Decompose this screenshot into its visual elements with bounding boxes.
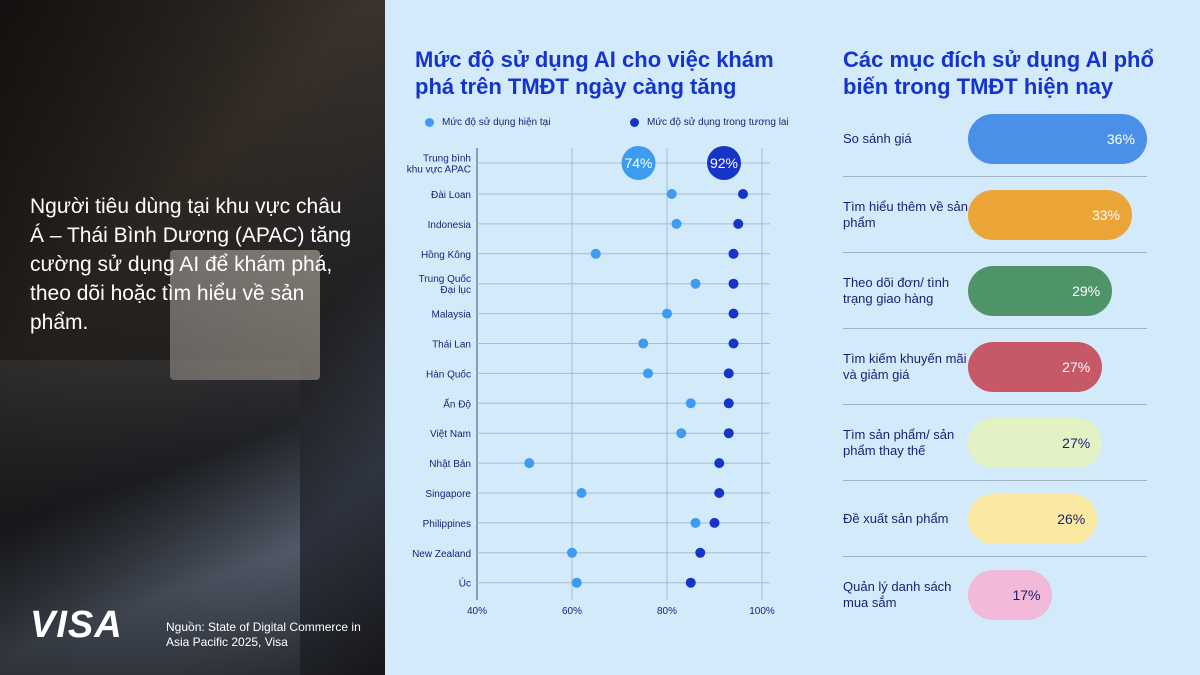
current-point	[676, 428, 687, 439]
purpose-bar: 29%	[968, 265, 1113, 316]
category-label: Indonesia	[428, 220, 472, 231]
future-point	[723, 368, 734, 379]
purpose-bar: 36%	[968, 113, 1147, 164]
current-point	[671, 218, 682, 229]
category-label: Hàn Quốc	[426, 368, 471, 380]
current-point	[576, 488, 587, 498]
x-tick-label: 60%	[562, 606, 582, 617]
category-label: Việt Nam	[430, 429, 471, 440]
future-point	[738, 189, 748, 199]
hero-photo-panel: Người tiêu dùng tại khu vực châu Á – Thá…	[0, 0, 385, 675]
purpose-row: Đề xuất sản phẩm 26%	[843, 481, 1147, 557]
future-point	[714, 458, 725, 469]
current-point	[621, 146, 656, 180]
legend-future-label: Mức độ sử dụng trong tương lai	[647, 117, 789, 128]
category-label: khu vực APAC	[407, 165, 471, 176]
future-point	[685, 577, 696, 588]
current-point	[685, 398, 696, 409]
legend-current-label: Mức độ sử dụng hiện tại	[442, 117, 551, 128]
category-label: Hồng Kông	[421, 249, 471, 261]
source-note: Nguồn: State of Digital Commerce in Asia…	[166, 620, 361, 649]
visa-logo: VISA	[30, 604, 123, 646]
current-point	[638, 338, 649, 349]
future-point	[723, 398, 734, 409]
purpose-label: Đề xuất sản phẩm	[843, 510, 949, 526]
x-tick-label: 100%	[749, 606, 775, 617]
category-label: Úc	[459, 577, 471, 590]
future-point	[709, 517, 720, 528]
legend-future: Mức độ sử dụng trong tương lai	[630, 117, 789, 128]
category-label: Philippines	[423, 519, 471, 530]
purpose-label: Tìm hiểu thêm về sản phẩm	[843, 198, 968, 230]
x-tick-label: 80%	[657, 606, 677, 617]
purpose-row: Quản lý danh sách mua sắm 17%	[843, 557, 1147, 633]
purpose-value: 26%	[1057, 510, 1086, 527]
category-label: Malaysia	[432, 310, 472, 321]
current-point	[666, 189, 677, 199]
purpose-value: 27%	[1062, 358, 1091, 375]
category-label: Nhật Bản	[429, 459, 471, 470]
category-label: Đại lục	[440, 285, 471, 296]
current-point	[690, 517, 701, 528]
purposes-title: Các mục đích sử dụng AI phổ biến trong T…	[843, 47, 1154, 99]
legend-future-dot	[630, 118, 639, 127]
purpose-row: Tìm kiếm khuyến mãi và giảm giá 27%	[843, 329, 1147, 405]
current-point	[662, 308, 672, 319]
category-label: Ấn Độ	[443, 397, 471, 410]
purpose-bar: 27%	[968, 417, 1103, 468]
future-point	[728, 248, 739, 259]
future-point	[728, 338, 739, 349]
category-label: New Zealand	[412, 549, 471, 560]
purpose-row: So sánh giá 36%	[843, 101, 1147, 177]
current-point	[590, 248, 601, 259]
point-label: 92%	[710, 155, 738, 171]
current-point	[567, 547, 577, 558]
current-point	[643, 368, 653, 379]
future-point	[707, 146, 741, 180]
purpose-value: 36%	[1106, 130, 1135, 147]
legend-current: Mức độ sử dụng hiện tại	[425, 117, 550, 128]
future-point	[714, 488, 725, 498]
purpose-row: Tìm sản phẩm/ sản phẩm thay thế 27%	[843, 405, 1147, 481]
purpose-label: Tìm sản phẩm/ sản phẩm thay thế	[843, 426, 955, 458]
purpose-bar: 33%	[968, 189, 1132, 240]
purpose-value: 29%	[1072, 282, 1101, 299]
purpose-bar: 26%	[968, 493, 1098, 544]
category-label: Đài Loan	[431, 190, 471, 201]
category-label: Thái Lan	[432, 340, 471, 351]
purpose-label: Tìm kiếm khuyến mãi và giảm giá	[843, 350, 967, 382]
purpose-label: So sánh giá	[843, 130, 912, 146]
current-point	[690, 278, 701, 289]
future-point	[695, 547, 706, 558]
purpose-row: Tìm hiểu thêm về sản phẩm 33%	[843, 177, 1147, 253]
purpose-bar: 17%	[968, 570, 1053, 620]
chart-title: Mức độ sử dụng AI cho việc khám phá trên…	[415, 47, 774, 99]
future-point	[733, 218, 744, 229]
purpose-value: 33%	[1091, 206, 1120, 223]
future-point	[723, 428, 734, 439]
category-label: Trung Quốc	[419, 273, 471, 285]
current-point	[524, 458, 535, 469]
purpose-value: 27%	[1062, 434, 1091, 451]
purpose-label: Theo dõi đơn/ tình trạng giao hàng	[843, 274, 950, 306]
x-tick-label: 40%	[467, 606, 487, 617]
purpose-bar: 27%	[968, 341, 1103, 392]
category-label: Singapore	[425, 489, 471, 500]
legend-current-dot	[425, 118, 434, 127]
purpose-value: 17%	[1012, 587, 1041, 603]
future-point	[728, 278, 739, 289]
headline: Người tiêu dùng tại khu vực châu Á – Thá…	[30, 195, 352, 334]
purpose-row: Theo dõi đơn/ tình trạng giao hàng 29%	[843, 253, 1147, 329]
current-point	[571, 577, 582, 588]
category-label: Trung bình	[423, 154, 471, 165]
point-label: 74%	[624, 155, 652, 171]
purpose-label: Quản lý danh sách mua sắm	[843, 579, 952, 610]
future-point	[728, 308, 739, 319]
